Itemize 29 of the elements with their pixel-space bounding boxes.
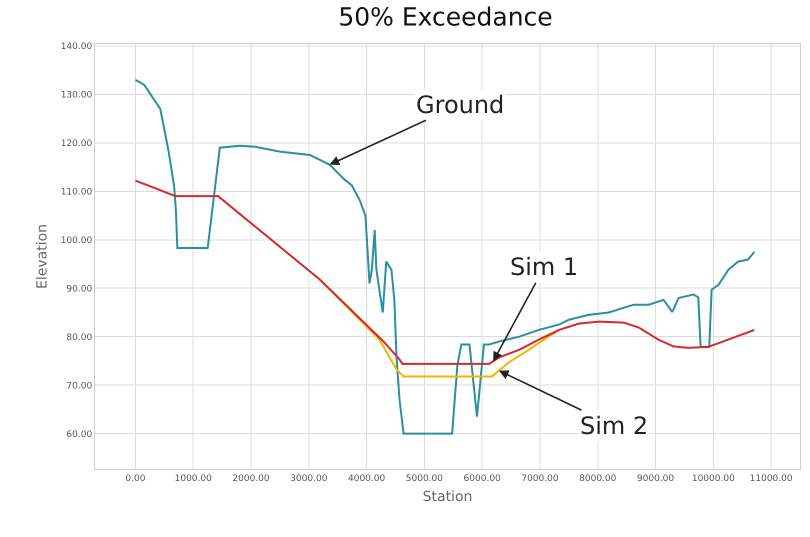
x-tick-label: 11000.00: [750, 474, 793, 484]
annotation: Ground: [416, 91, 504, 119]
x-tick-label: 3000.00: [290, 474, 328, 484]
x-tick-label: 7000.00: [521, 474, 559, 484]
x-tick-label: 8000.00: [579, 474, 617, 484]
x-tick-label: 6000.00: [464, 474, 502, 484]
line-series: [134, 180, 756, 365]
line-series: [134, 78, 756, 435]
x-tick-label: 10000.00: [692, 474, 736, 484]
annotation: Sim 1: [510, 253, 578, 281]
y-tick-label: 80.00: [66, 332, 92, 343]
y-tick-label: 60.00: [66, 430, 92, 440]
x-tick-label: 2000.00: [232, 474, 270, 484]
y-axis-title: Elevation: [34, 224, 50, 290]
y-tick-label: 100.00: [60, 236, 92, 246]
y-tick-label: 130.00: [60, 90, 92, 101]
chart-title: 50% Exceedance: [338, 2, 553, 32]
x-tick-label: 5000.00: [406, 474, 444, 484]
y-tick-label: 120.00: [60, 139, 92, 150]
annotation: Sim 2: [580, 412, 648, 440]
y-tick-label: 140.00: [60, 42, 92, 52]
x-axis-title: Station: [422, 489, 472, 506]
x-tick-label: 1000.00: [174, 474, 212, 484]
x-tick-label: 0.00: [125, 474, 146, 484]
x-tick-label: 9000.00: [636, 474, 674, 484]
x-tick-label: 4000.00: [348, 474, 386, 484]
y-tick-label: 70.00: [66, 381, 92, 392]
y-tick-label: 90.00: [66, 284, 92, 294]
y-tick-label: 110.00: [60, 187, 92, 198]
